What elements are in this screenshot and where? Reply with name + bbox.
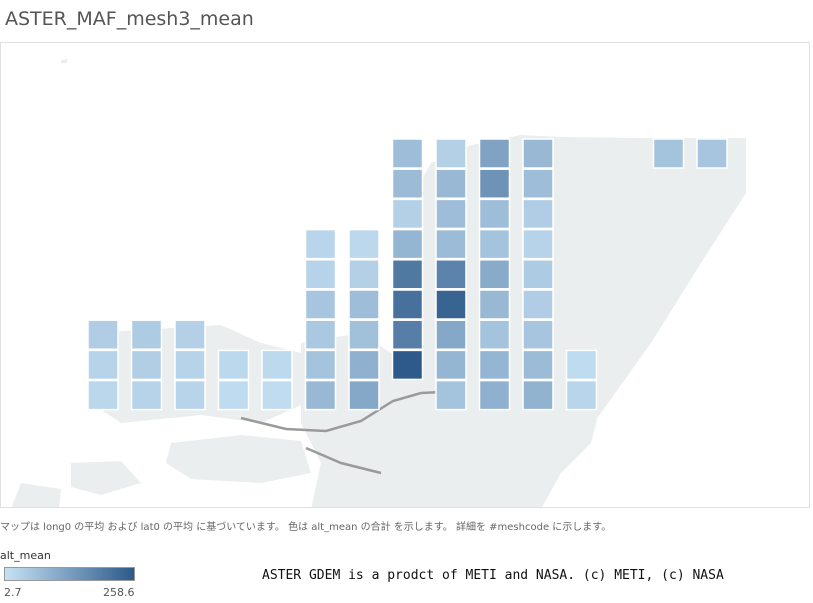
land-island-2 [71, 461, 141, 495]
mesh-cell[interactable] [304, 289, 337, 320]
mesh-cell[interactable] [391, 138, 424, 169]
mesh-cell[interactable] [522, 289, 554, 320]
mesh-cell[interactable] [478, 198, 511, 230]
mesh-cells[interactable] [87, 138, 728, 411]
mesh-cell[interactable] [522, 349, 554, 381]
land-island-1 [166, 435, 311, 483]
mesh-cell[interactable] [130, 319, 163, 350]
mesh-cell[interactable] [478, 319, 511, 350]
mesh-cell[interactable] [435, 379, 467, 411]
mesh-cell[interactable] [261, 379, 293, 411]
mesh-cell[interactable] [522, 138, 554, 169]
legend-min-label: 2.7 [4, 586, 22, 599]
mesh-cell[interactable] [304, 349, 337, 381]
mesh-cell[interactable] [348, 319, 380, 350]
land-islet [663, 175, 719, 197]
mesh-cell[interactable] [565, 379, 598, 411]
mesh-cell[interactable] [87, 349, 119, 381]
mesh-cell[interactable] [130, 379, 163, 411]
mesh-cell[interactable] [435, 138, 467, 169]
mesh-cell[interactable] [391, 289, 424, 320]
mesh-cell[interactable] [391, 228, 424, 260]
legend-max-label: 258.6 [103, 586, 135, 599]
road-main [240, 389, 464, 433]
mesh-cell[interactable] [217, 379, 250, 411]
mesh-cell[interactable] [391, 168, 424, 199]
mesh-cell[interactable] [304, 228, 337, 260]
mesh-cell[interactable] [348, 259, 380, 290]
mesh-cell[interactable] [391, 319, 424, 350]
mesh-cell[interactable] [522, 168, 554, 199]
mesh-cell[interactable] [174, 379, 206, 411]
mesh-cell[interactable] [478, 138, 511, 169]
mesh-cell[interactable] [652, 138, 685, 169]
mesh-cell[interactable] [391, 349, 424, 381]
mesh-cell[interactable] [87, 319, 119, 350]
mesh-cell[interactable] [348, 228, 380, 260]
mesh-cell[interactable] [522, 319, 554, 350]
mesh-cell[interactable] [478, 228, 511, 260]
mesh-cell[interactable] [478, 289, 511, 320]
mesh-cell[interactable] [435, 289, 467, 320]
mesh-cell[interactable] [435, 349, 467, 381]
legend-color-ramp [4, 567, 135, 581]
mesh-cell[interactable] [304, 379, 337, 411]
mesh-cell[interactable] [391, 198, 424, 230]
mesh-cell[interactable] [174, 319, 206, 350]
data-credit: ASTER GDEM is a prodct of METI and NASA.… [262, 568, 724, 583]
mesh-cell[interactable] [348, 289, 380, 320]
mesh-cell[interactable] [565, 349, 598, 381]
mesh-cell[interactable] [435, 228, 467, 260]
mesh-cell[interactable] [348, 349, 380, 381]
road-secondary [305, 446, 382, 475]
mesh-cell[interactable] [435, 198, 467, 230]
land-island-3 [11, 483, 61, 507]
mesh-cell[interactable] [130, 349, 163, 381]
mesh-cell[interactable] [304, 319, 337, 350]
mesh-cell[interactable] [261, 349, 293, 381]
mesh-cell[interactable] [435, 168, 467, 199]
legend-title: alt_mean [0, 549, 51, 562]
mesh-cell[interactable] [478, 168, 511, 199]
mesh-cell[interactable] [478, 349, 511, 381]
page-title: ASTER_MAF_mesh3_mean [5, 8, 254, 30]
mesh-cell[interactable] [174, 349, 206, 381]
map-view[interactable] [0, 42, 810, 508]
mesh-cell[interactable] [478, 379, 511, 411]
roads [240, 389, 464, 475]
mesh-cell[interactable] [435, 319, 467, 350]
map-caption: マップは long0 の平均 および lat0 の平均 に基づいています。 色は… [0, 522, 612, 533]
mesh-cell[interactable] [696, 138, 728, 169]
mesh-cell[interactable] [435, 259, 467, 290]
mesh-cell[interactable] [522, 259, 554, 290]
land-dot [61, 59, 67, 63]
map-canvas[interactable] [1, 43, 810, 508]
mesh-cell[interactable] [87, 379, 119, 411]
mesh-cell[interactable] [522, 198, 554, 230]
mesh-cell[interactable] [348, 379, 380, 411]
mesh-cell[interactable] [217, 349, 250, 381]
mesh-cell[interactable] [522, 379, 554, 411]
mesh-cell[interactable] [478, 259, 511, 290]
mesh-cell[interactable] [522, 228, 554, 260]
mesh-cell[interactable] [304, 259, 337, 290]
mesh-cell[interactable] [391, 259, 424, 290]
